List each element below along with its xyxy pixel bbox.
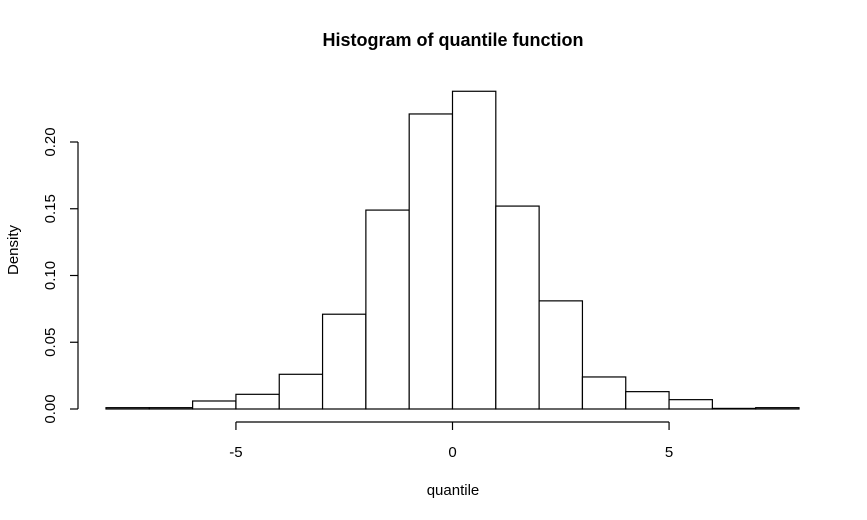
histogram-bar <box>495 205 540 410</box>
x-tick-label: 0 <box>448 444 456 461</box>
x-axis: -5 0 5 <box>229 421 673 461</box>
y-tick-label: 0.10 <box>42 261 59 290</box>
histogram-bar <box>451 90 497 410</box>
histogram-bar <box>148 407 194 410</box>
histogram-bar <box>755 407 800 410</box>
histogram-bar <box>192 400 237 410</box>
histogram-bar <box>408 113 454 410</box>
histogram-bar <box>538 300 584 410</box>
y-axis: 0.00 0.05 0.10 0.15 0.20 <box>42 127 79 424</box>
x-tick-label: -5 <box>229 444 242 461</box>
histogram-bar <box>365 209 410 410</box>
chart-title: Histogram of quantile function <box>323 30 584 50</box>
histogram-bar <box>235 393 280 410</box>
histogram-bar <box>321 313 367 410</box>
histogram-bar <box>581 376 627 410</box>
x-axis-label: quantile <box>427 482 480 499</box>
y-tick-label: 0.05 <box>42 328 59 357</box>
histogram-bar <box>711 407 757 410</box>
histogram-bar <box>668 399 713 410</box>
y-tick-label: 0.00 <box>42 394 59 423</box>
x-tick-label: 5 <box>665 444 673 461</box>
histogram-bars <box>105 90 800 410</box>
y-tick-label: 0.15 <box>42 194 59 223</box>
histogram-bar <box>278 373 324 410</box>
y-tick-label: 0.20 <box>42 127 59 156</box>
histogram-bar <box>625 391 670 410</box>
y-axis-label: Density <box>5 224 22 275</box>
histogram-bar <box>105 407 150 410</box>
